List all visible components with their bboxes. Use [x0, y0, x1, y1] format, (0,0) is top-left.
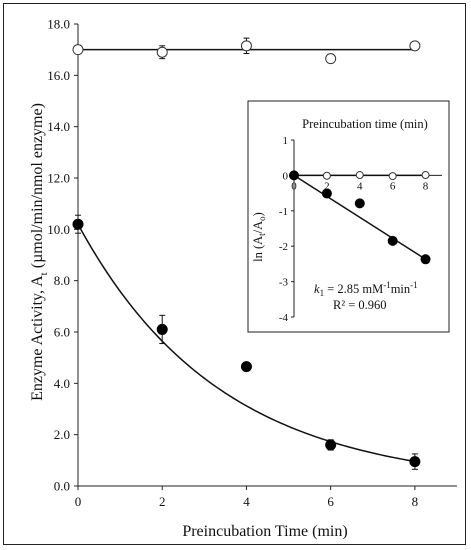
inset-title: Preincubation time (min) [302, 117, 428, 131]
main-series [72, 37, 421, 470]
main-filled-point [325, 439, 337, 451]
inset-y-title-prefix: ln (A [251, 236, 265, 262]
main-y-tick-label: 12.0 [47, 171, 70, 186]
main-filled-point [156, 323, 168, 335]
inset-x-tick-label: 0 [291, 180, 297, 192]
inset-filled-point [387, 235, 398, 246]
inset-y-tick-label: -4 [279, 312, 289, 324]
main-axes [77, 24, 457, 487]
inset-rate-constant-annotation: k1 = 2.85 mM-1min-1 [314, 280, 418, 298]
main-x-axis-title: Preincubation Time (min) [182, 523, 347, 540]
main-y-axis-title-tail: (µmol/min/nmol enzyme) [29, 103, 46, 272]
main-open-point [409, 40, 421, 52]
main-fit-curve [77, 223, 416, 463]
inset-fit-line [293, 174, 426, 260]
main-y-axis-title-sub: t [38, 272, 50, 275]
main-y-axis-title: Enzyme Activity, At (µmol/min/nmol enzym… [29, 103, 50, 401]
main-y-tick-label: 2.0 [54, 427, 70, 442]
anno-k-exp2: -1 [410, 280, 418, 290]
main-y-tick-label: 8.0 [54, 273, 70, 288]
anno-k-value: = 2.85 mM [324, 282, 383, 296]
main-x-tick-label: 8 [412, 494, 419, 509]
main-open-point [72, 44, 84, 56]
main-y-ticks: 0.0 2.0 4.0 6.0 8.0 10.0 12.0 14.0 16.0 18.0 [47, 17, 78, 494]
main-open-point [240, 40, 252, 52]
main-x-tick-label: 2 [159, 494, 166, 509]
main-y-axis-title-main: Enzyme Activity, A [29, 275, 46, 401]
main-x-tick-label: 6 [327, 494, 334, 509]
inset-filled-point [420, 254, 431, 265]
inset-filled-point [354, 198, 365, 209]
inset-y-tick-label: -2 [279, 241, 288, 253]
main-filled-point [409, 456, 421, 468]
inset-open-point [322, 171, 331, 180]
main-x-ticks: 0 2 4 6 8 [75, 486, 418, 509]
inset-open-point [355, 171, 364, 180]
main-open-point [325, 53, 337, 65]
inset-y-tick-label: -3 [279, 277, 289, 289]
inset-y-tick-label: 0 [283, 170, 289, 182]
anno-k: k [314, 282, 320, 296]
anno-k-unit: min [391, 282, 411, 296]
inset-filled-point [289, 170, 299, 181]
main-filled-point [72, 218, 84, 230]
inset-y-ticks: 1 0 -1 -2 -3 -4 [279, 135, 294, 324]
inset-y-title-mid: /A [251, 221, 265, 234]
main-y-tick-label: 0.0 [54, 479, 70, 494]
inset-series [289, 170, 431, 265]
inset-open-point [388, 172, 397, 181]
main-y-tick-label: 10.0 [47, 222, 70, 237]
main-x-tick-label: 4 [243, 494, 250, 509]
main-y-tick-label: 6.0 [54, 325, 70, 340]
inset-frame [247, 100, 450, 333]
inset-filled-point [321, 188, 332, 199]
inset-y-tick-label: -1 [279, 206, 288, 218]
inset-x-tick-label: 8 [423, 180, 429, 192]
inset-x-tick-label: 6 [390, 180, 396, 192]
main-x-tick-label: 0 [75, 494, 82, 509]
anno-k-exp1: -1 [383, 280, 391, 290]
main-y-tick-label: 16.0 [47, 68, 70, 83]
main-filled-point [240, 361, 252, 373]
inset-y-title-suffix: ) [251, 212, 265, 216]
main-y-tick-label: 14.0 [47, 119, 70, 134]
inset-open-point [421, 171, 430, 180]
inset-y-axis-title: ln (At/Ao) [251, 212, 267, 262]
inset-panel: Preincubation time (min) 1 0 -1 -2 -3 -4 0 2 4 6… [247, 100, 450, 333]
main-y-tick-label: 18.0 [47, 17, 70, 32]
anno-k-sub: 1 [320, 288, 325, 298]
inset-r-squared-annotation: R² = 0.960 [333, 298, 387, 312]
inset-x-tick-label: 4 [357, 180, 363, 192]
inset-x-tick-label: 2 [324, 180, 330, 192]
main-y-tick-label: 4.0 [54, 376, 70, 391]
inset-series-2 [289, 170, 431, 265]
main-series-1 [72, 37, 421, 65]
main-open-point [156, 46, 168, 58]
inset-y-title-sub2: o [257, 216, 267, 221]
inset-y-tick-label: 1 [283, 135, 289, 147]
main-series-2 [72, 214, 421, 470]
inset-y-title-sub1: t [257, 233, 267, 236]
